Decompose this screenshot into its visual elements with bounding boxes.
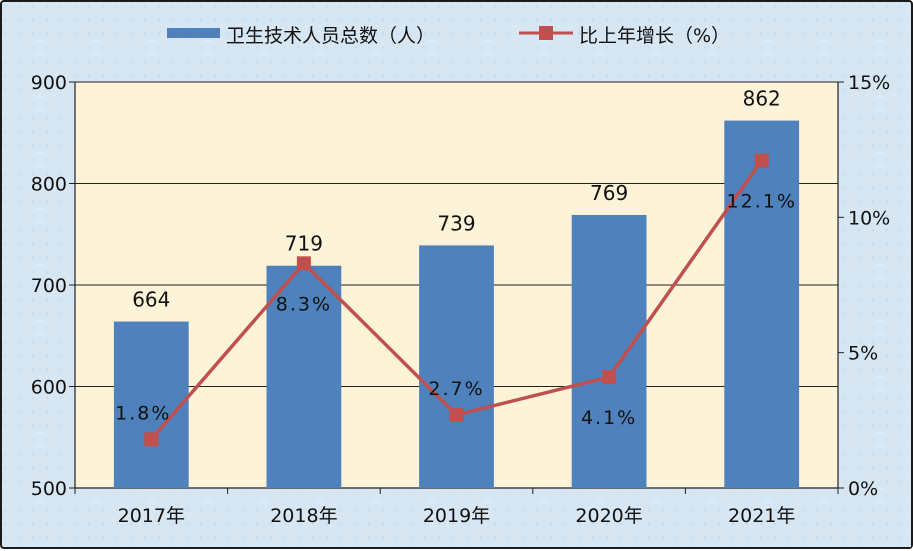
- line-marker: [449, 407, 464, 422]
- line-value-label: 1.8%: [115, 402, 171, 424]
- legend-bar-swatch: [167, 28, 220, 38]
- y-left-tick-label: 500: [31, 478, 67, 500]
- y-right-tick-label: 10%: [848, 207, 890, 229]
- x-axis: 2017年 2018年 2019年 2020年 2021年: [74, 487, 839, 527]
- line-marker: [754, 153, 769, 168]
- bar-data-labels: 664 719 739 769 862: [132, 87, 781, 312]
- line-series: [144, 153, 769, 447]
- y-left-tick-label: 900: [31, 72, 67, 94]
- legend: 卫生技术人员总数（人） 比上年增长（%）: [167, 25, 730, 47]
- line-data-labels: 1.8% 8.3% 2.7% 4.1% 12.1%: [115, 190, 797, 429]
- x-tick-label: 2021年: [728, 505, 795, 527]
- bar: [113, 321, 189, 488]
- y-left-tick-label: 600: [31, 377, 67, 399]
- line-marker: [144, 432, 159, 447]
- line-marker: [296, 256, 311, 271]
- bar-value-label: 769: [590, 181, 628, 205]
- bar-value-label: 862: [743, 87, 781, 111]
- y-axis-left: 500 600 700 800 900: [31, 72, 76, 500]
- legend-line-label: 比上年增长（%）: [579, 25, 730, 47]
- y-axis-right: 0% 5% 10% 15%: [837, 72, 890, 500]
- x-tick-label: 2020年: [575, 505, 642, 527]
- line-value-label: 4.1%: [581, 407, 637, 429]
- bar-value-label: 719: [285, 232, 323, 256]
- y-right-tick-label: 15%: [848, 72, 890, 94]
- line-value-label: 12.1%: [727, 190, 797, 212]
- bar: [724, 120, 800, 488]
- y-left-tick-label: 800: [31, 174, 67, 196]
- bar-value-label: 739: [437, 211, 475, 235]
- y-right-tick-label: 0%: [848, 478, 878, 500]
- bar: [266, 265, 342, 488]
- legend-bar-label: 卫生技术人员总数（人）: [226, 25, 435, 47]
- bar-series: [113, 120, 800, 488]
- x-tick-label: 2018年: [270, 505, 337, 527]
- line-marker: [602, 370, 617, 385]
- y-right-tick-label: 5%: [848, 343, 878, 365]
- bar-value-label: 664: [132, 288, 170, 312]
- line-value-label: 2.7%: [428, 378, 484, 400]
- legend-line-marker: [539, 26, 553, 40]
- line-value-label: 8.3%: [276, 293, 332, 315]
- bar: [419, 245, 494, 488]
- x-tick-label: 2017年: [118, 505, 185, 527]
- y-left-tick-label: 700: [31, 275, 67, 297]
- bar: [571, 214, 647, 488]
- x-tick-label: 2019年: [423, 505, 490, 527]
